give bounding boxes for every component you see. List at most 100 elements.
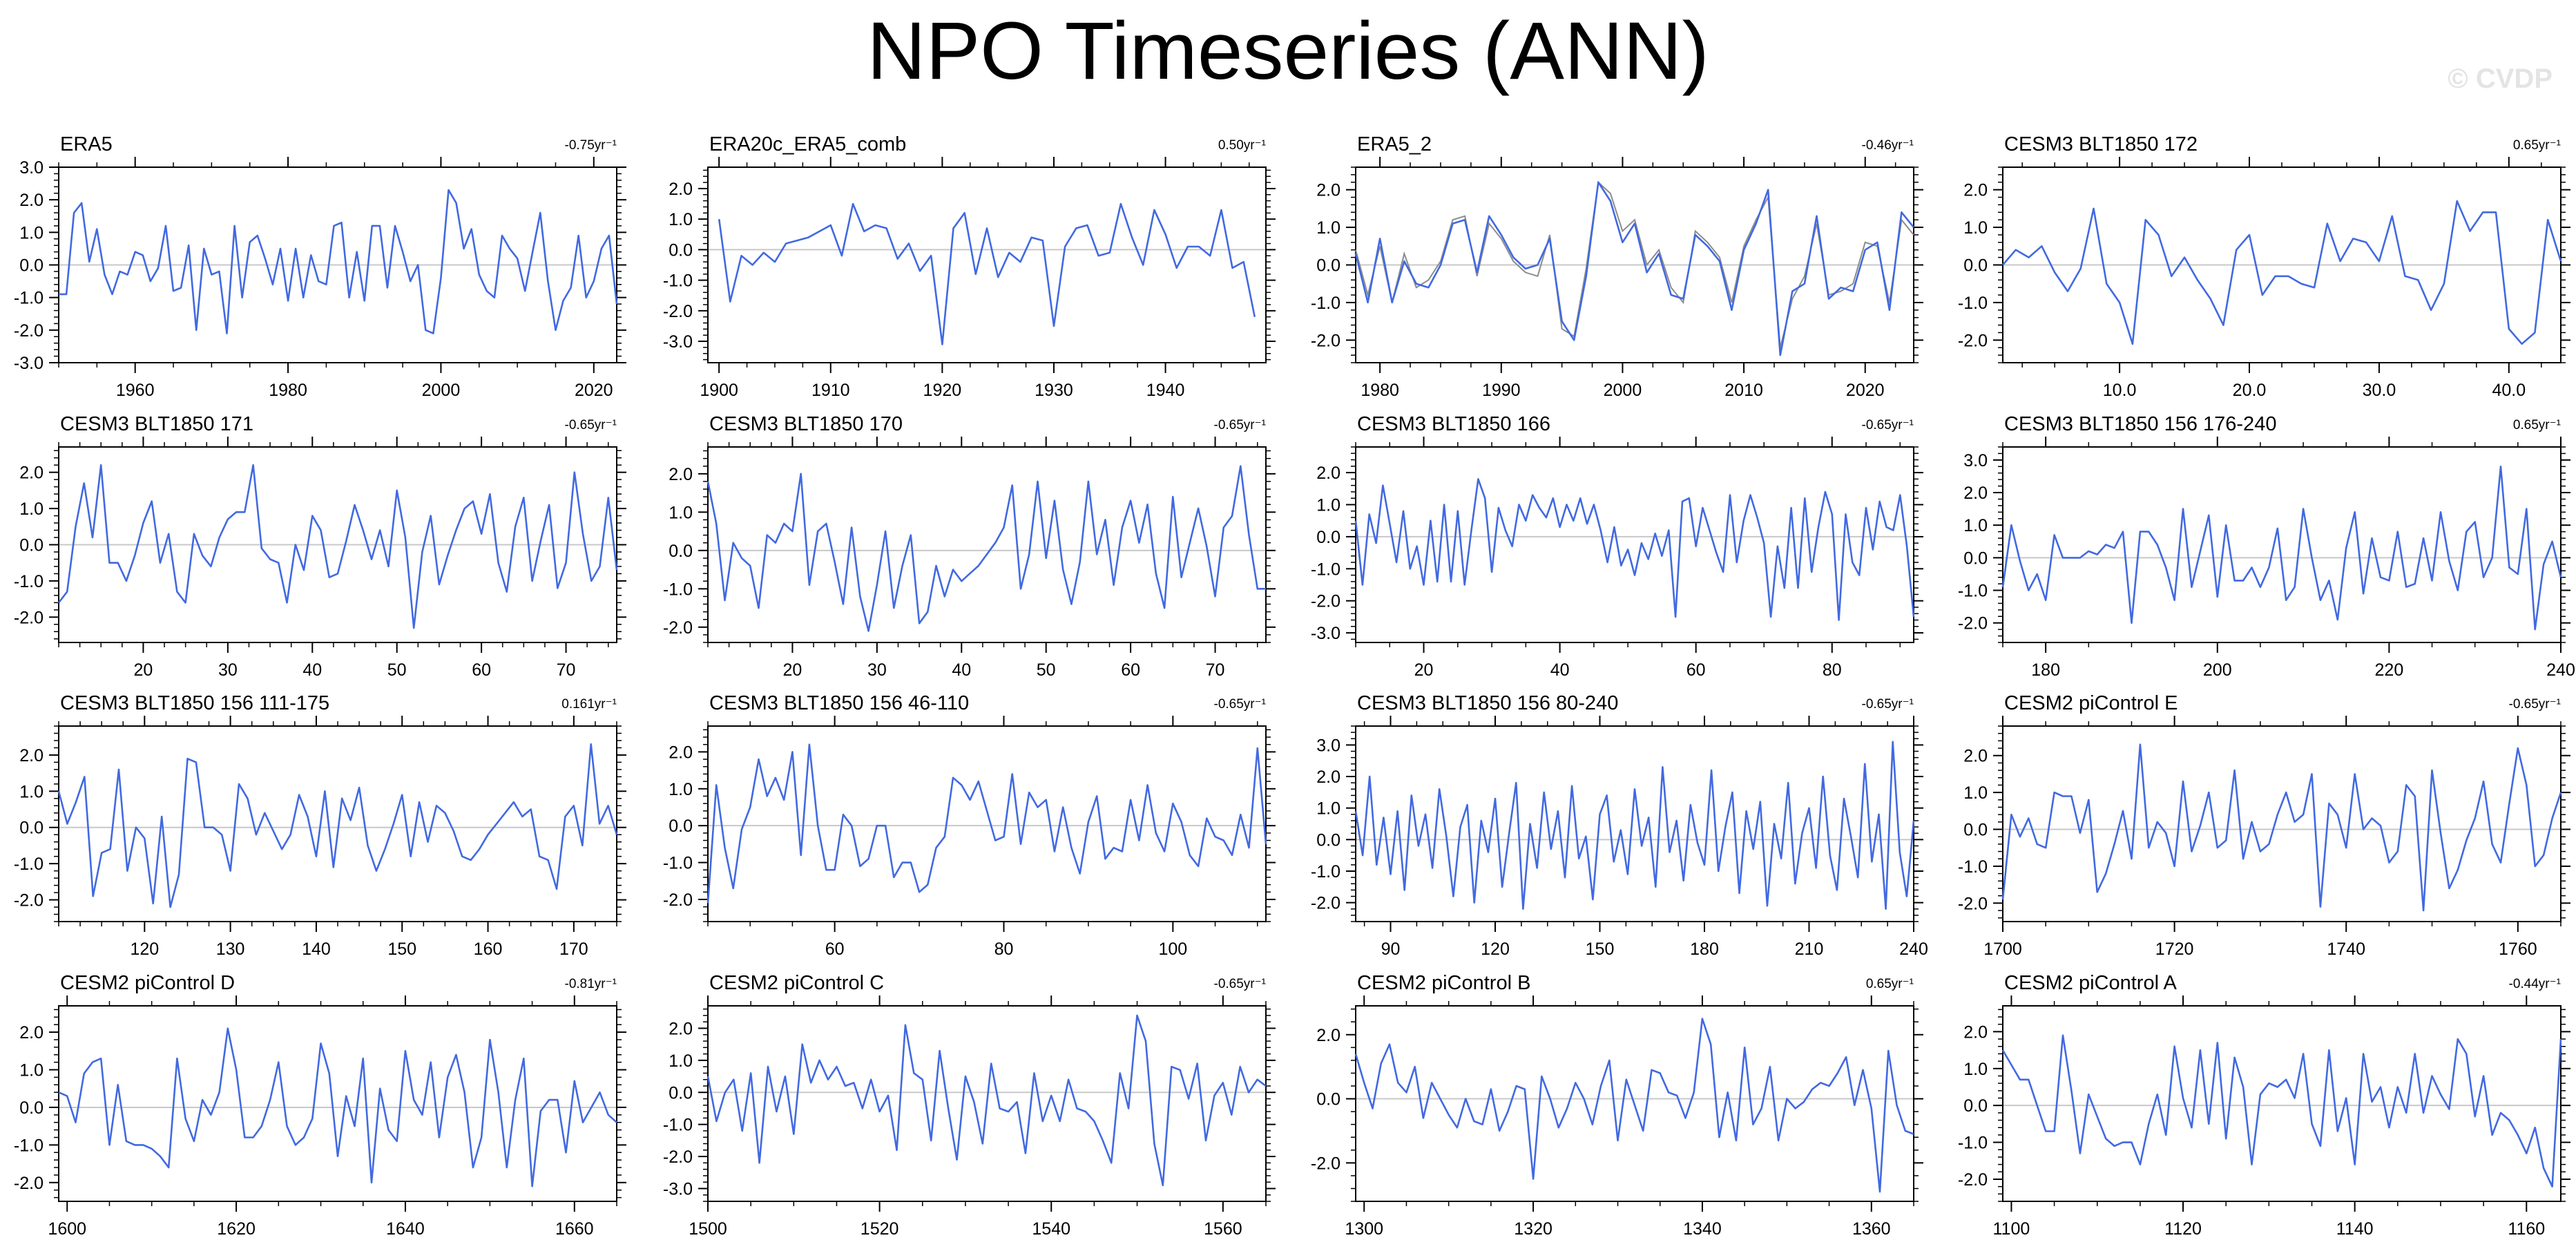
plot-frame <box>707 1005 1267 1202</box>
chart-panel: 1700 1720 1740 1760 2.0 1.0 0.0 -1.0 -2.0 CESM2 p… <box>1958 692 2570 959</box>
chart-panel: 60 80 100 2.0 1.0 0.0 -1.0 -2.0 CESM3 BLT1850 15… <box>663 692 1276 959</box>
chart-panel: 20 30 40 50 60 70 2.0 1.0 0.0 -1.0 -2.0 CESM3 BLT18… <box>663 413 1276 680</box>
x-tick-label: 2000 <box>1604 381 1642 400</box>
y-tick-label: 0.0 <box>669 542 693 561</box>
x-tick-label: 150 <box>387 940 416 959</box>
plot-frame <box>1355 446 1914 643</box>
y-tick-label: 3.0 <box>1316 736 1340 755</box>
x-tick-label: 1520 <box>861 1219 899 1239</box>
y-tick-label: 2.0 <box>1963 1022 1988 1042</box>
y-tick-label: -2.0 <box>663 302 693 321</box>
y-tick-label: -1.0 <box>14 289 44 308</box>
x-tick-label: 140 <box>302 940 331 959</box>
trend-label: -0.75yr⁻¹ <box>565 138 617 153</box>
y-tick-label: 0.0 <box>1316 528 1340 547</box>
y-tick-label: -1.0 <box>663 1116 693 1135</box>
y-tick-label: -3.0 <box>1311 624 1340 643</box>
x-tick-label: 1540 <box>1032 1219 1070 1239</box>
y-tick-label: 0.0 <box>1316 256 1340 276</box>
y-tick-label: -2.0 <box>1311 894 1340 913</box>
chart-panel: 90 120 150 180 210 240 3.0 2.0 1.0 0.0 -1.0 -2.0 CES… <box>1311 692 1928 959</box>
y-tick-label: -2.0 <box>14 608 44 627</box>
x-tick-label: 210 <box>1795 940 1824 959</box>
panel-title: CESM3 BLT1850 166 <box>1357 413 1550 435</box>
x-tick-label: 220 <box>2375 660 2404 680</box>
x-tick-label: 2020 <box>1846 381 1885 400</box>
x-tick-label: 100 <box>1158 940 1187 959</box>
series-line <box>58 1027 617 1188</box>
panel-title: CESM3 BLT1850 156 46-110 <box>709 692 969 714</box>
panel-title: CESM3 BLT1850 172 <box>2004 133 2198 155</box>
y-tick-label: 0.0 <box>1316 830 1340 850</box>
trend-label: -0.65yr⁻¹ <box>565 418 617 432</box>
chart-panel: 1960 1980 2000 2020 3.0 2.0 1.0 0.0 -1.0 -2.0 -3.0… <box>14 133 626 400</box>
x-tick-label: 1980 <box>1361 381 1399 400</box>
y-tick-label: -1.0 <box>1958 857 1988 877</box>
cvdp-watermark: © CVDP <box>2448 64 2553 94</box>
series-line <box>57 743 618 908</box>
series-line <box>2001 1034 2562 1188</box>
series-line <box>707 743 1267 904</box>
x-tick-label: 10.0 <box>2103 381 2137 400</box>
x-tick-label: 1500 <box>689 1219 727 1239</box>
y-tick-label: 2.0 <box>1316 768 1340 787</box>
series-line <box>59 189 618 334</box>
y-tick-label: -1.0 <box>663 580 693 599</box>
panel-title: CESM2 piControl B <box>1357 972 1530 994</box>
series-line <box>57 464 618 629</box>
x-tick-label: 1160 <box>2508 1219 2545 1239</box>
series-line <box>2001 743 2562 912</box>
x-tick-label: 1120 <box>2164 1219 2202 1239</box>
chart-panel: 1900 1910 1920 1930 1940 2.0 1.0 0.0 -1.0 -2.0 -3.… <box>663 133 1276 400</box>
y-tick-label: -1.0 <box>1958 1134 1988 1153</box>
x-tick-label: 1320 <box>1514 1219 1553 1239</box>
y-tick-label: 1.0 <box>1963 218 1988 238</box>
trend-label: -0.46yr⁻¹ <box>1862 138 1914 153</box>
x-tick-label: 90 <box>1381 940 1401 959</box>
x-tick-label: 1990 <box>1482 381 1521 400</box>
x-tick-label: 60 <box>825 940 845 959</box>
y-tick-label: -3.0 <box>14 354 44 373</box>
y-tick-label: 2.0 <box>1963 484 1988 503</box>
y-tick-label: 1.0 <box>1316 218 1340 238</box>
y-tick-label: 2.0 <box>1316 464 1340 483</box>
x-tick-label: 180 <box>2031 660 2060 680</box>
y-tick-label: 0.0 <box>1316 1090 1340 1109</box>
y-tick-label: -1.0 <box>14 572 44 591</box>
x-tick-label: 1720 <box>2155 940 2194 959</box>
x-tick-label: 1340 <box>1683 1219 1722 1239</box>
y-tick-label: -1.0 <box>663 271 693 291</box>
chart-panel: 20 30 40 50 60 70 2.0 1.0 0.0 -1.0 -2.0 CESM3 BLT18… <box>14 413 626 680</box>
y-tick-label: -1.0 <box>1311 560 1340 579</box>
x-tick-label: 130 <box>216 940 245 959</box>
y-tick-label: 2.0 <box>669 743 693 762</box>
panel-title: CESM3 BLT1850 170 <box>709 413 903 435</box>
trend-label: 0.50yr⁻¹ <box>1218 138 1266 153</box>
x-tick-label: 2020 <box>575 381 613 400</box>
series-line <box>718 202 1256 345</box>
series-line <box>2001 465 2562 631</box>
y-tick-label: 1.0 <box>19 223 44 242</box>
y-tick-label: -1.0 <box>14 1136 44 1155</box>
x-tick-label: 20 <box>783 660 802 680</box>
series-line <box>707 1014 1267 1187</box>
panel-title: CESM2 piControl C <box>709 972 884 994</box>
chart-panel: 1300 1320 1340 1360 2.0 0.0 -2.0 CESM2 piContro… <box>1311 972 1923 1239</box>
x-tick-label: 40 <box>302 660 322 680</box>
y-tick-label: 0.0 <box>19 536 44 555</box>
x-tick-label: 180 <box>1690 940 1719 959</box>
x-tick-label: 200 <box>2203 660 2232 680</box>
plot-frame <box>2002 725 2561 922</box>
series-line <box>1354 181 1915 356</box>
x-tick-label: 80 <box>1823 660 1842 680</box>
x-tick-label: 50 <box>387 660 407 680</box>
y-tick-label: 2.0 <box>19 1023 44 1042</box>
x-tick-label: 70 <box>1206 660 1225 680</box>
y-tick-label: 2.0 <box>1963 747 1988 766</box>
x-tick-label: 1560 <box>1204 1219 1242 1239</box>
y-tick-label: 1.0 <box>19 1061 44 1080</box>
chart-panel: 180 200 220 240 3.0 2.0 1.0 0.0 -1.0 -2.0 CESM3 BL… <box>1958 413 2575 680</box>
chart-panel: 1600 1620 1640 1660 2.0 1.0 0.0 -1.0 -2.0 CESM2 p… <box>14 972 626 1239</box>
y-tick-label: 1.0 <box>1963 1060 1988 1079</box>
x-tick-label: 60 <box>1686 660 1706 680</box>
